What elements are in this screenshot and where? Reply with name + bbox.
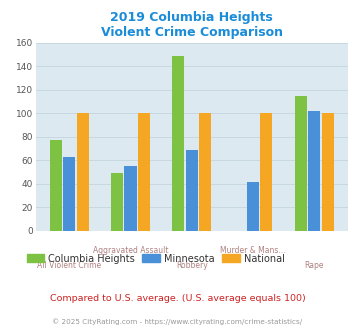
- Bar: [295, 96, 307, 231]
- Bar: [138, 114, 150, 231]
- Legend: Columbia Heights, Minnesota, National: Columbia Heights, Minnesota, National: [23, 249, 288, 267]
- Bar: [63, 157, 75, 231]
- Bar: [124, 166, 137, 231]
- Bar: [260, 114, 273, 231]
- Text: All Violent Crime: All Violent Crime: [37, 261, 101, 270]
- Bar: [322, 114, 334, 231]
- Bar: [111, 173, 123, 231]
- Bar: [77, 114, 89, 231]
- Text: Robbery: Robbery: [176, 261, 208, 270]
- Text: Rape: Rape: [305, 261, 324, 270]
- Bar: [247, 182, 259, 231]
- Title: 2019 Columbia Heights
Violent Crime Comparison: 2019 Columbia Heights Violent Crime Comp…: [101, 11, 283, 39]
- Text: Murder & Mans...: Murder & Mans...: [220, 246, 286, 255]
- Bar: [172, 56, 184, 231]
- Bar: [186, 150, 198, 231]
- Text: Aggravated Assault: Aggravated Assault: [93, 246, 168, 255]
- Bar: [308, 111, 320, 231]
- Text: © 2025 CityRating.com - https://www.cityrating.com/crime-statistics/: © 2025 CityRating.com - https://www.city…: [53, 318, 302, 325]
- Bar: [199, 114, 211, 231]
- Bar: [50, 141, 62, 231]
- Text: Compared to U.S. average. (U.S. average equals 100): Compared to U.S. average. (U.S. average …: [50, 294, 305, 303]
